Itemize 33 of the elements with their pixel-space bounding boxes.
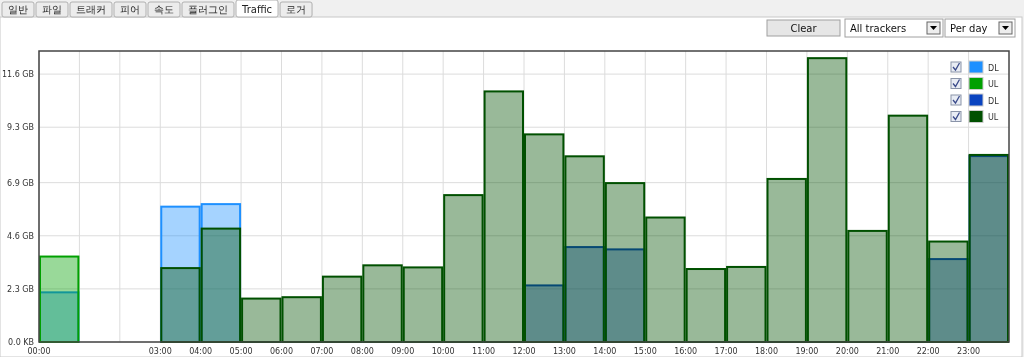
x-tick-label: 07:00 bbox=[310, 347, 334, 356]
x-tick-label: 15:00 bbox=[633, 347, 657, 356]
x-tick-label: 04:00 bbox=[189, 347, 213, 356]
x-tick-label: 14:00 bbox=[593, 347, 617, 356]
x-tick-label: 06:00 bbox=[269, 347, 294, 356]
x-tick-label: 13:00 bbox=[552, 347, 576, 356]
x-tick-label: 18:00 bbox=[754, 347, 779, 356]
y-tick-label: 6.9 GB bbox=[7, 178, 34, 188]
y-tick-label: 11.6 GB bbox=[1, 70, 34, 80]
legend-label: DL bbox=[988, 96, 1000, 106]
x-tick-label: 20:00 bbox=[835, 347, 859, 356]
x-tick-label: 11:00 bbox=[472, 347, 496, 356]
legend-label: UL bbox=[988, 80, 999, 89]
controls: 일반 파일 트래커 피어 속도 플러그인 Traffic 로거 Clear All trackers Per day bbox=[1, 0, 1016, 38]
legend-label: UL bbox=[988, 113, 999, 122]
x-tick-label: 03:00 bbox=[148, 347, 172, 356]
x-tick-label: 16:00 bbox=[674, 347, 698, 356]
x-tick-label: 17:00 bbox=[714, 347, 738, 356]
x-tick-label: 05:00 bbox=[229, 347, 253, 356]
x-tick-label: 22:00 bbox=[916, 347, 940, 356]
x-tick-label: 23:00 bbox=[957, 347, 981, 356]
y-tick-label: 2.3 GB bbox=[7, 284, 34, 294]
y-tick-label: 0.0 KB bbox=[8, 338, 34, 347]
legend-label: DL bbox=[988, 63, 1000, 73]
y-tick-label: 9.3 GB bbox=[7, 123, 34, 133]
x-tick-label: 09:00 bbox=[391, 347, 415, 356]
x-tick-label: 10:00 bbox=[431, 347, 455, 356]
x-tick-label: 19:00 bbox=[795, 347, 819, 356]
x-tick-label: 21:00 bbox=[876, 347, 900, 356]
x-tick-label: 08:00 bbox=[350, 347, 374, 356]
y-tick-label: 4.6 GB bbox=[7, 231, 34, 241]
x-tick-label: 12:00 bbox=[512, 347, 536, 356]
x-tick-label: 00:00 bbox=[27, 347, 51, 356]
